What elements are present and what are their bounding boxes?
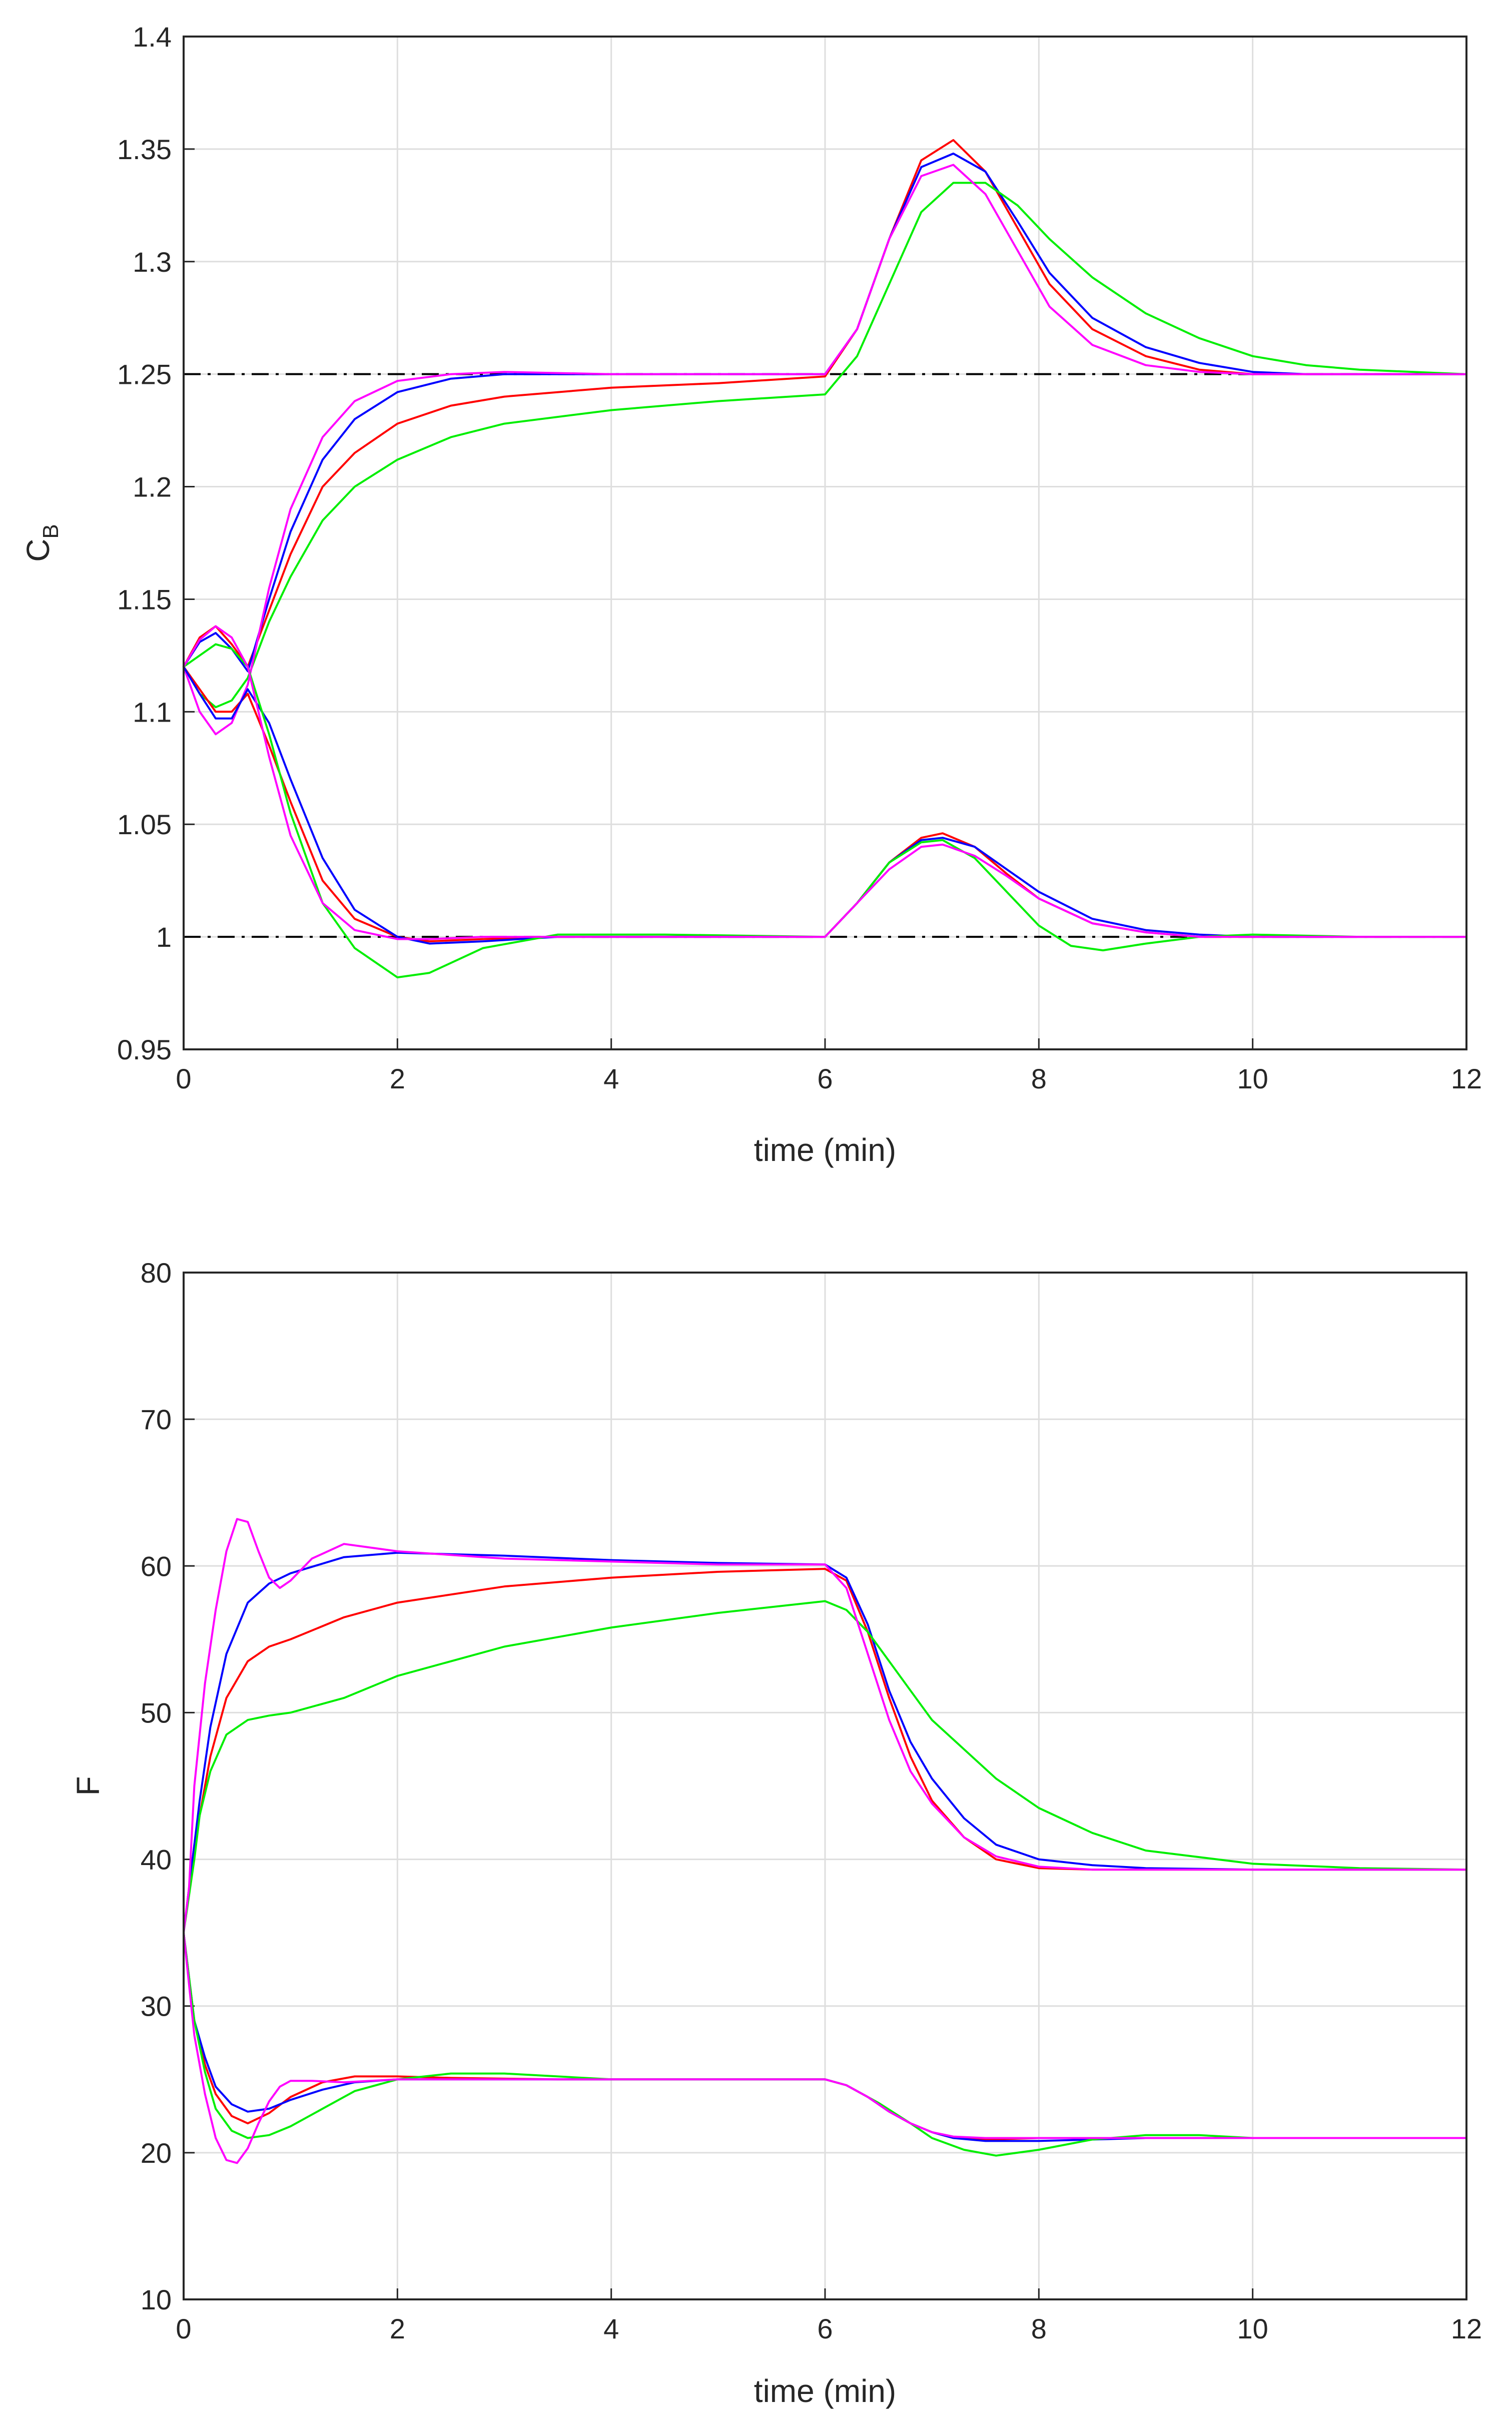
x-tick-label: 0: [176, 2313, 191, 2344]
x-tick-label: 10: [1237, 1063, 1268, 1094]
y-tick-label: 50: [141, 1697, 172, 1728]
y-tick-label: 1.1: [133, 696, 172, 728]
x-tick-label: 0: [176, 1063, 191, 1094]
x-tick-label: 10: [1237, 2313, 1268, 2344]
x-tick-label: 8: [1031, 1063, 1047, 1094]
series-line-red-upper: [183, 139, 1467, 668]
series-line-green-upper: [183, 1600, 1467, 1934]
y-tick-label: 80: [141, 1257, 172, 1289]
x-tick-label: 2: [390, 2313, 405, 2344]
x-tick-label: 4: [603, 1063, 619, 1094]
y-tick-labels: 10 20 30 40 50 60 70 80: [141, 1257, 172, 2315]
chart-cb: 0 2 4 6 8 10 12 0.95 1 1.05 1.1 1.15 1.2 1.25 1.3 1.35…: [20, 21, 1482, 1168]
series-group: [183, 1518, 1467, 2164]
y-tick-label: 70: [141, 1404, 172, 1435]
y-tick-label: 40: [141, 1844, 172, 1876]
y-tick-label: 60: [141, 1550, 172, 1582]
x-tick-labels: 0 2 4 6 8 10 12: [176, 2313, 1482, 2344]
x-axis-label: time (min): [754, 2373, 896, 2409]
series-line-magenta-lower: [183, 1932, 1467, 2164]
x-tick-label: 12: [1451, 1063, 1482, 1094]
series-line-magenta-lower: [183, 625, 1467, 940]
axes-box: [183, 36, 1467, 1050]
y-tick-label: 1.2: [133, 471, 172, 503]
x-tick-labels: 0 2 4 6 8 10 12: [176, 1063, 1482, 1094]
y-tick-label: 10: [141, 2284, 172, 2315]
x-axis-label: time (min): [754, 1132, 896, 1168]
series-group: [183, 139, 1467, 979]
x-tick-label: 4: [603, 2313, 619, 2344]
y-axis-label: F: [70, 1776, 106, 1795]
y-axis-label: CB: [20, 524, 63, 562]
x-tick-label: 2: [390, 1063, 405, 1094]
x-tick-label: 12: [1451, 2313, 1482, 2344]
x-tick-label: 8: [1031, 2313, 1047, 2344]
series-line-green-lower: [183, 1932, 1467, 2157]
chart-f: 0 2 4 6 8 10 12 10 20 30 40 50 60 70 80 time (min) F: [70, 1257, 1482, 2409]
series-line-green-upper: [183, 182, 1467, 709]
y-tick-label: 1.05: [117, 809, 172, 840]
y-tick-label: 20: [141, 2137, 172, 2169]
series-line-magenta-upper: [183, 164, 1467, 736]
x-tick-label: 6: [817, 1063, 833, 1094]
y-tick-label: 0.95: [117, 1034, 172, 1065]
series-line-magenta-upper: [183, 1518, 1467, 1934]
y-tick-label: 1: [156, 921, 172, 953]
axes-box: [183, 1272, 1467, 2300]
y-tick-label: 1.15: [117, 583, 172, 615]
y-tick-label: 1.25: [117, 359, 172, 390]
y-tick-label: 1.3: [133, 246, 172, 278]
y-tick-label: 1.4: [133, 21, 172, 53]
y-tick-label: 30: [141, 1991, 172, 2022]
y-tick-label: 1.35: [117, 134, 172, 165]
x-tick-label: 6: [817, 2313, 833, 2344]
grid: [183, 1272, 1467, 2300]
y-tick-labels: 0.95 1 1.05 1.1 1.15 1.2 1.25 1.3 1.35 1.4: [117, 21, 172, 1065]
